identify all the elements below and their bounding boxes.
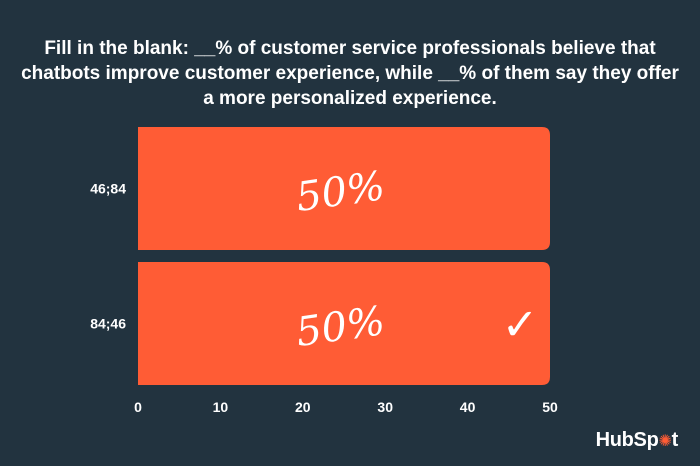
x-tick-label-40: 40	[460, 399, 476, 415]
x-tick-label-0: 0	[134, 399, 142, 415]
x-tick-label-10: 10	[213, 399, 229, 415]
x-tick-label-50: 50	[542, 399, 558, 415]
category-label-2: 84;46	[90, 316, 126, 332]
bar-2	[138, 262, 550, 385]
x-tick-label-30: 30	[377, 399, 393, 415]
bar-1	[138, 127, 550, 250]
question-title: Fill in the blank: __% of customer servi…	[21, 38, 679, 109]
x-tick-label-20: 20	[295, 399, 311, 415]
checkmark-icon: ✓	[502, 300, 539, 351]
sprocket-icon: ✺	[658, 433, 672, 450]
category-label-1: 46;84	[90, 181, 126, 197]
hubspot-logo: HubSp✺t	[595, 429, 679, 451]
